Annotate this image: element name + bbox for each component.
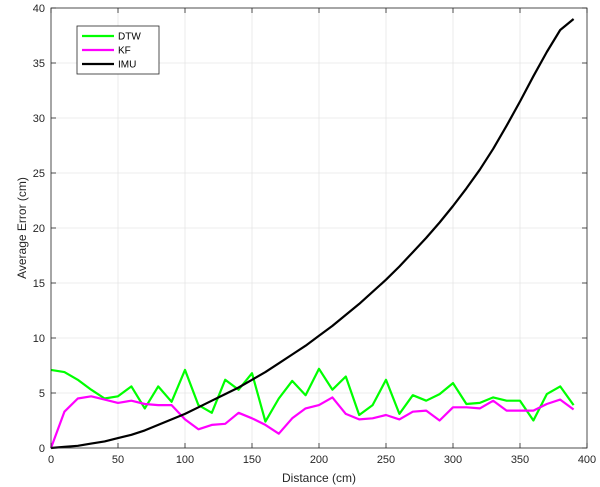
y-tick-label: 0 — [39, 443, 45, 455]
y-tick-label: 30 — [33, 113, 45, 125]
x-tick-label: 100 — [176, 454, 194, 466]
series-line-kf — [49, 395, 575, 449]
y-tick-label: 10 — [33, 333, 45, 345]
x-tick-label: 50 — [112, 454, 124, 466]
y-tick-label: 25 — [33, 168, 45, 180]
y-axis-title: Average Error (cm) — [15, 177, 29, 279]
y-tick-label: 20 — [33, 223, 45, 235]
legend-label-imu: IMU — [118, 60, 136, 71]
legend: DTW KF IMU — [76, 25, 160, 75]
y-tick-label: 5 — [39, 388, 45, 400]
series-line-dtw — [50, 367, 575, 423]
x-tick-label: 250 — [377, 454, 395, 466]
legend-label-kf: KF — [118, 46, 131, 57]
y-tick-label: 35 — [33, 58, 45, 70]
series-layer — [49, 18, 575, 450]
x-tick-label: 150 — [243, 454, 261, 466]
legend-label-dtw: DTW — [118, 32, 141, 43]
x-tick-label: 400 — [578, 454, 596, 466]
x-tick-label: 300 — [444, 454, 462, 466]
x-tick-label: 200 — [310, 454, 328, 466]
y-tick-label: 15 — [33, 278, 45, 290]
x-tick-label: 350 — [511, 454, 529, 466]
series-line-imu — [50, 18, 575, 450]
y-tick-label: 40 — [33, 3, 45, 15]
x-tick-label: 0 — [48, 454, 54, 466]
x-axis-title: Distance (cm) — [282, 471, 356, 485]
ticks: 0 50 100 150 200 250 300 350 400 0 5 10 15 20 25 30 35 40 — [33, 3, 596, 466]
